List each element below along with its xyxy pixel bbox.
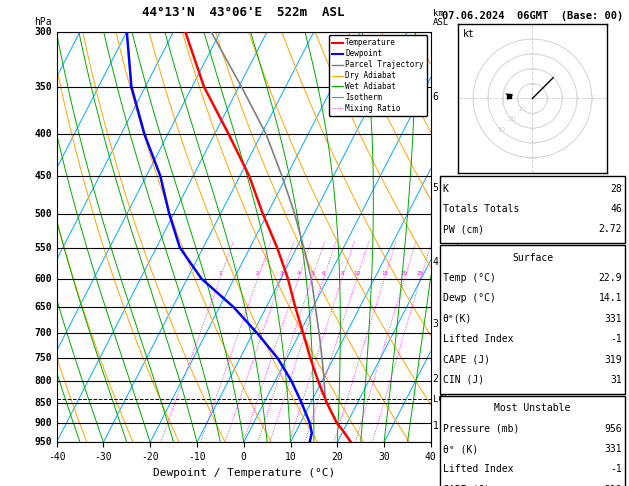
Text: kt: kt — [463, 29, 474, 39]
Text: Pressure (mb): Pressure (mb) — [443, 424, 519, 434]
Text: 331: 331 — [604, 444, 622, 454]
Text: 44°13'N  43°06'E  522m  ASL: 44°13'N 43°06'E 522m ASL — [143, 6, 345, 18]
Text: 2: 2 — [256, 272, 259, 277]
Text: Most Unstable: Most Unstable — [494, 403, 571, 413]
Text: 1: 1 — [218, 272, 221, 277]
Text: 6: 6 — [322, 272, 325, 277]
Text: 600: 600 — [35, 274, 52, 283]
Text: 4: 4 — [433, 257, 438, 266]
Text: 1: 1 — [433, 421, 438, 431]
Text: 15: 15 — [381, 272, 388, 277]
Text: 450: 450 — [35, 171, 52, 181]
Text: 8: 8 — [340, 272, 344, 277]
Text: Lifted Index: Lifted Index — [443, 334, 513, 344]
Text: 46: 46 — [610, 204, 622, 214]
Text: 3: 3 — [433, 319, 438, 329]
Text: 20: 20 — [401, 272, 408, 277]
Text: Dewp (°C): Dewp (°C) — [443, 294, 496, 303]
Text: 650: 650 — [35, 302, 52, 312]
Text: 22.9: 22.9 — [599, 273, 622, 283]
Text: 500: 500 — [35, 208, 52, 219]
Text: 6: 6 — [433, 91, 438, 102]
Text: 31: 31 — [610, 375, 622, 385]
Text: 14.1: 14.1 — [599, 294, 622, 303]
Text: 3: 3 — [279, 272, 283, 277]
Text: Surface: Surface — [512, 253, 553, 262]
Text: -1: -1 — [610, 465, 622, 474]
Text: 10: 10 — [518, 106, 526, 112]
Text: 5: 5 — [310, 272, 314, 277]
Text: PW (cm): PW (cm) — [443, 224, 484, 234]
Text: km
ASL: km ASL — [433, 9, 449, 28]
Text: θᵉ(K): θᵉ(K) — [443, 314, 472, 324]
Text: 30: 30 — [497, 126, 506, 133]
Text: 350: 350 — [35, 82, 52, 91]
Text: © weatheronline.co.uk: © weatheronline.co.uk — [476, 469, 589, 479]
Legend: Temperature, Dewpoint, Parcel Trajectory, Dry Adiabat, Wet Adiabat, Isotherm, Mi: Temperature, Dewpoint, Parcel Trajectory… — [328, 35, 427, 116]
Text: 5: 5 — [433, 183, 438, 193]
Text: Temp (°C): Temp (°C) — [443, 273, 496, 283]
Text: -1: -1 — [610, 334, 622, 344]
Text: hPa: hPa — [35, 17, 52, 28]
Text: 950: 950 — [35, 437, 52, 447]
Text: 28: 28 — [610, 184, 622, 193]
Text: Totals Totals: Totals Totals — [443, 204, 519, 214]
Text: 331: 331 — [604, 314, 622, 324]
Text: CAPE (J): CAPE (J) — [443, 354, 490, 364]
Text: 550: 550 — [35, 243, 52, 253]
Text: 700: 700 — [35, 329, 52, 338]
Text: 400: 400 — [35, 129, 52, 139]
Text: 319: 319 — [604, 485, 622, 486]
Text: 25: 25 — [417, 272, 424, 277]
Text: 10: 10 — [353, 272, 360, 277]
Text: 07.06.2024  06GMT  (Base: 00): 07.06.2024 06GMT (Base: 00) — [442, 11, 623, 21]
Text: 4: 4 — [297, 272, 300, 277]
Text: 956: 956 — [604, 424, 622, 434]
Text: 300: 300 — [35, 27, 52, 36]
X-axis label: Dewpoint / Temperature (°C): Dewpoint / Temperature (°C) — [153, 468, 335, 478]
Text: Mixing Ratio (g/kg): Mixing Ratio (g/kg) — [452, 190, 462, 284]
Text: CAPE (J): CAPE (J) — [443, 485, 490, 486]
Text: Lifted Index: Lifted Index — [443, 465, 513, 474]
Text: 2: 2 — [433, 374, 438, 384]
Text: K: K — [443, 184, 448, 193]
Text: 2.72: 2.72 — [599, 224, 622, 234]
Text: θᵉ (K): θᵉ (K) — [443, 444, 478, 454]
Text: 750: 750 — [35, 353, 52, 363]
Text: LCL: LCL — [433, 395, 449, 404]
Text: 319: 319 — [604, 354, 622, 364]
Text: 800: 800 — [35, 376, 52, 386]
Text: 20: 20 — [507, 116, 516, 122]
Text: 900: 900 — [35, 418, 52, 428]
Text: CIN (J): CIN (J) — [443, 375, 484, 385]
Text: 850: 850 — [35, 398, 52, 408]
